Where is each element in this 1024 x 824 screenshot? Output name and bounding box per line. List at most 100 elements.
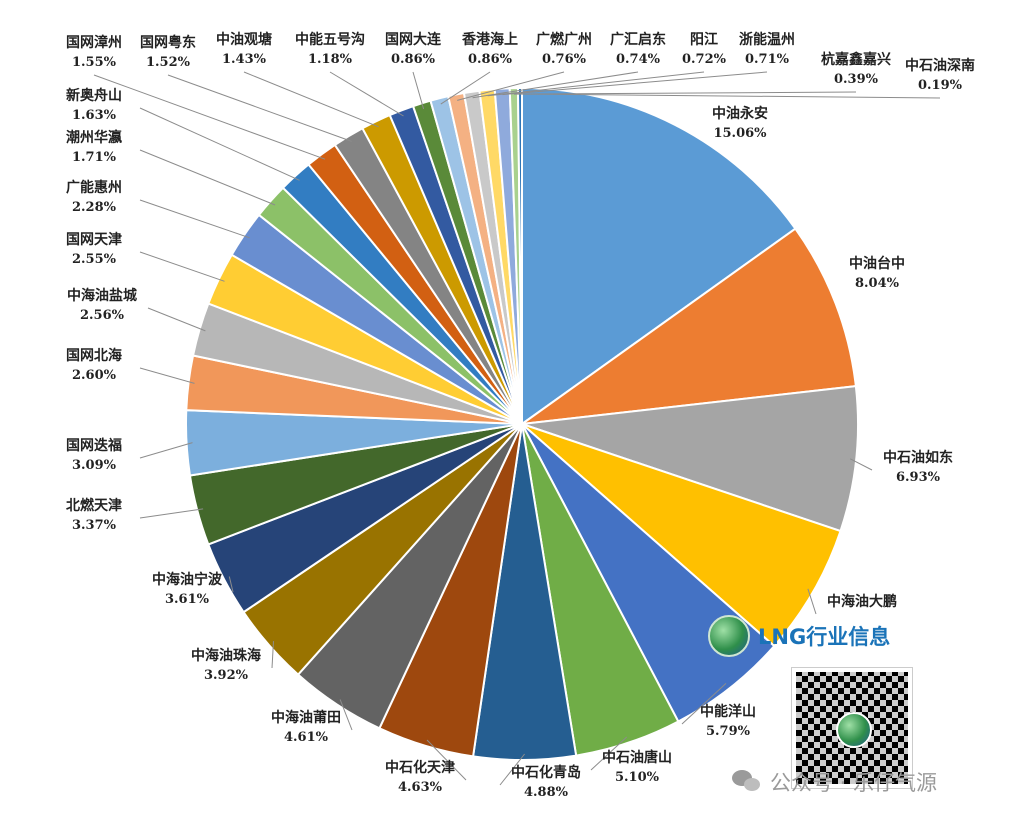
leader-line <box>519 93 941 99</box>
leader-line <box>147 307 206 332</box>
slice-label: 中油观塘 <box>216 31 272 48</box>
slice-label: 中油台中 <box>849 255 905 272</box>
leader-line <box>849 458 873 471</box>
slice-label: 中石化青岛 <box>511 764 581 781</box>
watermark-account-text: 公众号 · 乐仔气源 <box>770 771 938 795</box>
slice-value-label: 3.09% <box>72 458 117 473</box>
leader-line <box>426 739 467 781</box>
slice-label: 国网粤东 <box>140 34 196 51</box>
slice-label: 国网北海 <box>66 347 122 364</box>
slice-value-label: 1.55% <box>72 55 117 70</box>
leader-line <box>243 71 379 128</box>
leader-line <box>513 91 857 95</box>
slice-value-label: 1.71% <box>72 150 117 165</box>
leader-line <box>457 71 565 101</box>
slice-value-label: 0.86% <box>468 52 513 67</box>
slice-label: 北燃天津 <box>66 497 122 514</box>
slice-label: 香港海上 <box>461 31 518 48</box>
slice-label: 中海油大鹏 <box>827 593 897 610</box>
leader-line <box>167 74 352 142</box>
slice-value-label: 0.86% <box>391 52 436 67</box>
slice-value-label: 2.55% <box>72 252 117 267</box>
slice-label: 中海油莆田 <box>271 709 341 726</box>
globe-logo-icon <box>708 615 750 657</box>
pie-slice <box>518 227 857 426</box>
leader-line <box>472 71 639 99</box>
slice-label: 中能五号沟 <box>295 31 365 48</box>
leader-line <box>93 74 326 160</box>
leader-line <box>139 251 225 282</box>
qr-code-icon <box>791 667 913 789</box>
slice-value-label: 0.74% <box>616 52 661 67</box>
leader-line <box>139 149 276 206</box>
slice-label: 中石油如东 <box>883 449 953 466</box>
slice-value-label: 0.71% <box>745 52 790 67</box>
slice-label: 中海油珠海 <box>191 647 261 664</box>
slice-label: 广燃广州 <box>536 31 592 48</box>
qr-center-logo-icon <box>836 712 872 748</box>
leader-line <box>590 736 628 771</box>
leader-line <box>499 753 525 786</box>
slice-value-label: 4.88% <box>524 785 569 800</box>
slice-value-label: 5.10% <box>615 770 660 785</box>
slice-label: 中石油唐山 <box>602 749 672 766</box>
slice-label: 中油永安 <box>712 105 768 122</box>
wechat-icon <box>732 770 762 794</box>
slice-value-label: 3.37% <box>72 518 117 533</box>
slice-value-label: 3.61% <box>165 592 210 607</box>
slice-value-label: 0.19% <box>918 78 963 93</box>
slice-label: 中海油宁波 <box>152 571 223 588</box>
watermark-account: 公众号 · 乐仔气源 <box>732 764 1012 800</box>
slice-label: 国网大连 <box>385 31 442 48</box>
pie-slice <box>521 423 842 648</box>
slice-value-label: 1.18% <box>308 52 353 67</box>
leader-line <box>487 71 705 97</box>
slice-label: 中石化天津 <box>385 759 455 776</box>
slice-label: 国网漳州 <box>66 34 122 51</box>
leader-line <box>412 71 425 110</box>
leader-line <box>228 576 234 593</box>
leader-line <box>807 588 817 615</box>
slice-value-label: 15.06% <box>713 126 767 141</box>
slice-value-label: 3.92% <box>204 668 249 683</box>
leader-line <box>139 367 195 384</box>
leader-line <box>139 199 250 239</box>
slice-value-label: 2.56% <box>80 308 125 323</box>
pie-slice <box>521 384 859 533</box>
slice-label: 阳江 <box>690 31 718 48</box>
slice-label: 广汇启东 <box>610 31 666 48</box>
leader-line <box>502 71 768 96</box>
watermark-brand-text: LNG行业信息 <box>758 625 891 649</box>
leader-line <box>329 71 404 117</box>
slice-label: 新奥舟山 <box>66 87 122 104</box>
slice-value-label: 8.04% <box>855 276 900 291</box>
slice-label: 中海油盐城 <box>67 287 137 304</box>
slice-value-label: 1.52% <box>146 55 191 70</box>
slice-value-label: 4.63% <box>398 780 443 795</box>
leader-line <box>271 641 274 669</box>
slice-value-label: 4.61% <box>284 730 329 745</box>
leader-line <box>681 683 727 725</box>
slice-value-label: 6.93% <box>896 470 941 485</box>
slice-value-label: 5.79% <box>706 724 751 739</box>
leader-line <box>139 442 193 459</box>
slice-label: 潮州华瀛 <box>66 129 122 146</box>
slice-label: 中石油深南 <box>905 57 975 74</box>
pie-slice <box>516 86 523 425</box>
slice-value-label: 2.60% <box>72 368 117 383</box>
leader-line <box>139 508 204 519</box>
slice-value-label: 1.63% <box>72 108 117 123</box>
slice-value-label: 0.39% <box>834 72 879 87</box>
slice-value-label: 1.43% <box>222 52 267 67</box>
slice-value-label: 0.76% <box>542 52 587 67</box>
slice-label: 杭嘉鑫嘉兴 <box>821 51 891 68</box>
slice-label: 国网天津 <box>66 231 122 248</box>
watermark-brand: LNG行业信息 <box>708 614 968 658</box>
leader-line <box>339 699 353 731</box>
leader-line <box>139 107 300 181</box>
slice-value-label: 2.28% <box>72 200 117 215</box>
slice-label: 浙能温州 <box>739 31 795 48</box>
slice-label: 中能洋山 <box>700 703 756 720</box>
slice-value-label: 0.72% <box>682 52 727 67</box>
